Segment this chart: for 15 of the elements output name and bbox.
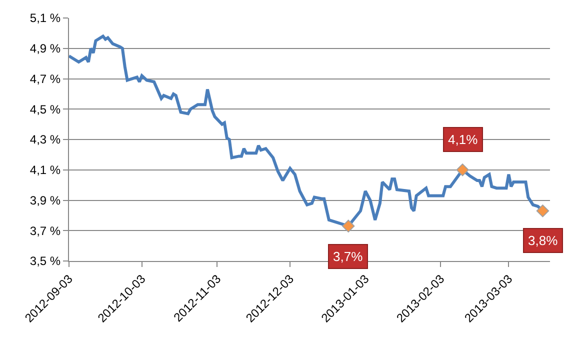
y-tick-label: 3,7 %: [30, 224, 61, 238]
y-tick-label: 3,9 %: [30, 193, 61, 208]
y-tick-label: 4,9 %: [30, 42, 61, 56]
point: [342, 220, 355, 232]
annotation: 3,8%: [528, 233, 558, 248]
annotation: 3,7%: [333, 249, 364, 264]
y-tick-label: 5,1 %: [30, 11, 61, 26]
annotation: 4,1%: [448, 132, 478, 147]
y-tick-label: 4,7 %: [30, 72, 61, 86]
y-tick-label: 4,5 %: [30, 102, 61, 116]
y-tick-label: 4,3 %: [30, 132, 61, 147]
point: [536, 204, 550, 218]
y-tick-label: 3,5 %: [30, 254, 61, 268]
point: [456, 164, 469, 176]
y-tick-label: 4,1 %: [30, 163, 61, 178]
